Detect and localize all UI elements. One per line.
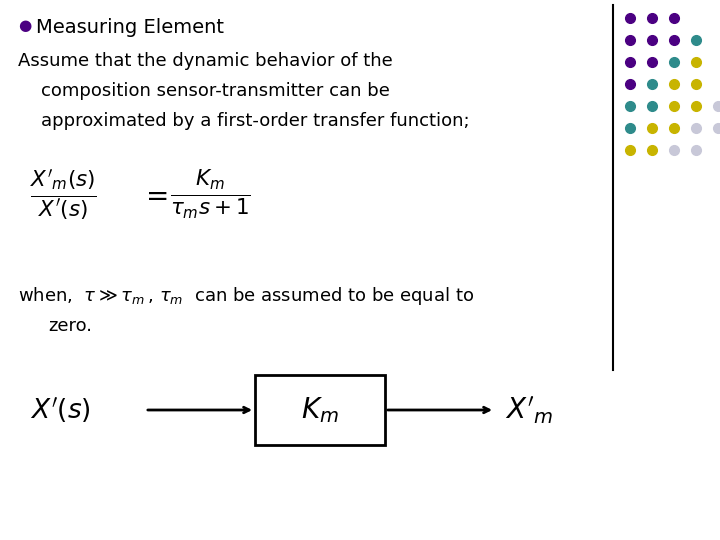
Text: when,  $\tau \gg \tau_m\,,\,\tau_m$  can be assumed to be equal to: when, $\tau \gg \tau_m\,,\,\tau_m$ can b… [18, 285, 474, 307]
Text: zero.: zero. [48, 317, 92, 335]
Text: ●: ● [18, 18, 31, 33]
Text: $X'_m$: $X'_m$ [505, 394, 553, 426]
Text: $=$: $=$ [140, 181, 168, 208]
Text: $\frac{K_m}{\tau_m s + 1}$: $\frac{K_m}{\tau_m s + 1}$ [170, 168, 251, 221]
Text: $\frac{X'_m(s)}{X'(s)}$: $\frac{X'_m(s)}{X'(s)}$ [30, 167, 97, 222]
Text: $K_m$: $K_m$ [301, 395, 339, 425]
Text: Measuring Element: Measuring Element [36, 18, 224, 37]
Text: Assume that the dynamic behavior of the: Assume that the dynamic behavior of the [18, 52, 392, 70]
Text: $X'(s)$: $X'(s)$ [30, 395, 91, 425]
Text: composition sensor-transmitter can be: composition sensor-transmitter can be [18, 82, 390, 100]
Bar [255, 375, 385, 445]
Text: approximated by a first-order transfer function;: approximated by a first-order transfer f… [18, 112, 469, 130]
